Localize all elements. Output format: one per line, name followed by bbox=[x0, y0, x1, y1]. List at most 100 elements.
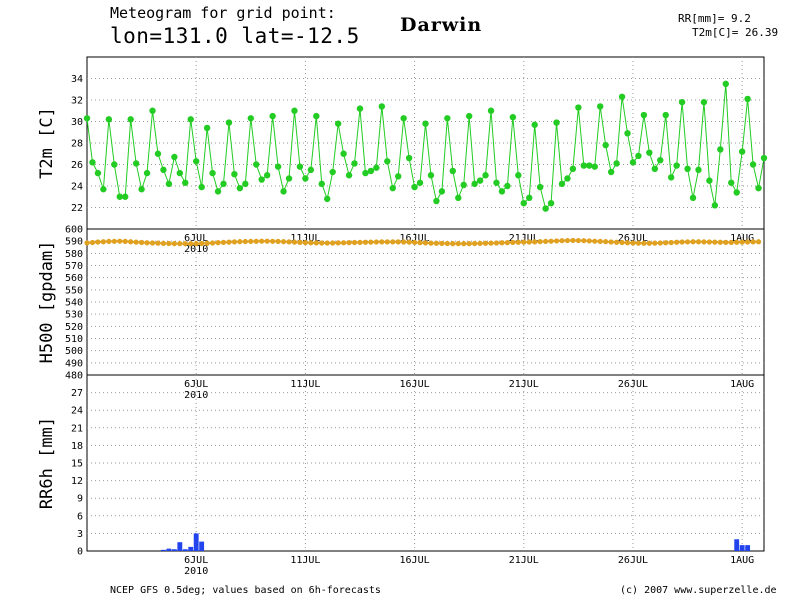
temperature-point bbox=[324, 195, 331, 203]
temperature-point bbox=[378, 103, 386, 110]
y-tick-label: 6 bbox=[77, 511, 83, 522]
precipitation-bar bbox=[166, 548, 172, 551]
temperature-point bbox=[367, 167, 375, 175]
precipitation-bar bbox=[171, 549, 177, 551]
temperature-point bbox=[531, 121, 538, 128]
copyright-note: (c) 2007 www.superzelle.de bbox=[620, 585, 777, 596]
temperature-point bbox=[285, 175, 293, 182]
temperature-point bbox=[722, 80, 729, 88]
temperature-point bbox=[482, 172, 489, 179]
geopotential-point bbox=[422, 240, 429, 246]
temperature-point bbox=[558, 180, 566, 188]
temperature-point bbox=[684, 165, 691, 172]
temperature-point bbox=[198, 183, 205, 191]
geopotential-point bbox=[199, 240, 205, 247]
y-tick-label: 28 bbox=[71, 139, 83, 150]
y-axis-label: H500 [gpdam] bbox=[37, 241, 57, 364]
geopotential-point bbox=[668, 239, 674, 246]
temperature-mean-readout: T2m[C]= 26.39 bbox=[692, 26, 779, 39]
temperature-point bbox=[547, 200, 555, 207]
x-tick-label: 1AUG bbox=[730, 233, 754, 244]
temperature-point bbox=[329, 168, 336, 176]
y-tick-label: 570 bbox=[65, 261, 83, 272]
x-tick-label: 6JUL bbox=[184, 379, 208, 390]
temperature-point bbox=[460, 181, 467, 189]
y-tick-label: 21 bbox=[71, 423, 83, 434]
temperature-point bbox=[662, 111, 669, 119]
x-tick-label: 26JUL bbox=[618, 379, 648, 390]
city-name: Darwin bbox=[400, 14, 483, 36]
geopotential-point bbox=[450, 241, 456, 247]
geopotential-point bbox=[128, 239, 134, 245]
geopotential-point bbox=[324, 240, 330, 246]
geopotential-point bbox=[646, 240, 652, 246]
temperature-point bbox=[580, 162, 588, 169]
temperature-point bbox=[706, 177, 713, 184]
temperature-point bbox=[416, 179, 424, 186]
temperature-point bbox=[689, 194, 697, 202]
geopotential-point bbox=[543, 238, 549, 245]
geopotential-point bbox=[242, 238, 248, 245]
temperature-point bbox=[334, 120, 342, 127]
temperature-point bbox=[591, 163, 598, 170]
temperature-point bbox=[678, 98, 686, 106]
geopotential-point bbox=[532, 239, 538, 245]
chart-title: Meteogram for grid point: bbox=[110, 4, 336, 22]
geopotential-point bbox=[499, 240, 505, 246]
geopotential-point bbox=[302, 240, 308, 246]
geopotential-point bbox=[684, 239, 691, 245]
temperature-point bbox=[296, 163, 304, 170]
geopotential-point bbox=[346, 240, 352, 246]
temperature-point bbox=[182, 179, 189, 186]
temperature-point bbox=[433, 197, 440, 205]
geopotential-point bbox=[351, 239, 358, 246]
temperature-point bbox=[253, 161, 260, 168]
temperature-point bbox=[345, 172, 353, 179]
temperature-point bbox=[471, 180, 478, 188]
temperature-point bbox=[542, 205, 549, 212]
geopotential-point bbox=[193, 241, 199, 247]
geopotential-point bbox=[461, 241, 467, 247]
geopotential-point bbox=[341, 240, 347, 246]
x-tick-label: 21JUL bbox=[509, 233, 539, 244]
y-tick-label: 34 bbox=[71, 74, 83, 85]
temperature-point bbox=[760, 154, 768, 162]
geopotential-point bbox=[477, 240, 483, 246]
temperature-point bbox=[400, 115, 407, 122]
temperature-point bbox=[744, 95, 751, 103]
y-tick-label: 600 bbox=[65, 225, 83, 236]
temperature-point bbox=[356, 105, 364, 112]
geopotential-point bbox=[149, 240, 156, 246]
temperature-point bbox=[651, 165, 659, 172]
temperature-point bbox=[449, 167, 456, 175]
temperature-point bbox=[94, 169, 102, 177]
geopotential-point bbox=[384, 239, 390, 245]
temperature-point bbox=[318, 180, 325, 188]
geopotential-point bbox=[231, 239, 238, 245]
temperature-point bbox=[597, 103, 604, 110]
temperature-point bbox=[586, 162, 593, 169]
temperature-point bbox=[657, 157, 664, 164]
temperature-point bbox=[695, 166, 702, 174]
geopotential-point bbox=[313, 240, 319, 246]
y-axis-label: RR6h [mm] bbox=[37, 417, 57, 509]
geopotential-point bbox=[575, 237, 581, 244]
temperature-point bbox=[700, 98, 708, 106]
temperature-point bbox=[618, 93, 626, 100]
geopotential-point bbox=[690, 239, 696, 245]
geopotential-point bbox=[482, 240, 489, 246]
geopotential-point bbox=[270, 238, 276, 244]
temperature-point bbox=[105, 116, 113, 123]
temperature-point bbox=[384, 158, 391, 165]
temperature-point bbox=[192, 158, 200, 165]
grid-point-coordinates: lon=131.0 lat=-12.5 bbox=[110, 24, 360, 48]
geopotential-point bbox=[712, 239, 718, 245]
y-tick-label: 30 bbox=[71, 117, 83, 128]
y-tick-label: 480 bbox=[65, 371, 83, 382]
temperature-point bbox=[728, 179, 735, 186]
temperature-point bbox=[111, 161, 118, 168]
geopotential-point bbox=[335, 240, 341, 246]
geopotential-point bbox=[510, 239, 516, 245]
temperature-point bbox=[673, 162, 680, 169]
